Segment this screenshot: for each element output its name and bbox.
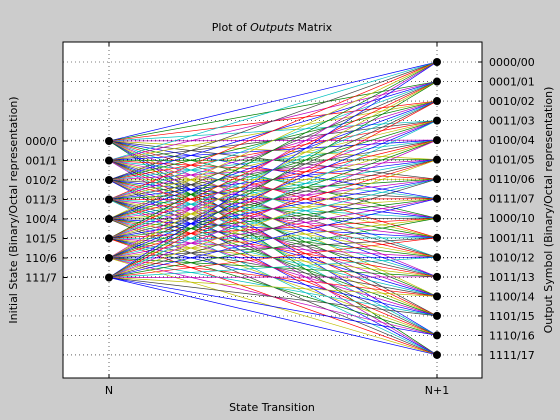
y-left-tick-label: 000/0 — [25, 135, 57, 148]
transition-line — [108, 100, 438, 278]
y-right-tick-label: 1111/17 — [489, 349, 535, 362]
transition-line — [108, 61, 438, 278]
y-right-tick-label: 0101/05 — [489, 154, 535, 167]
output-symbol-marker — [433, 194, 441, 203]
initial-state-marker — [105, 273, 113, 282]
initial-state-marker — [105, 176, 113, 184]
transition-line — [108, 159, 438, 278]
output-symbol-marker — [433, 292, 441, 301]
output-symbol-marker — [433, 253, 441, 262]
transition-line — [108, 81, 438, 278]
transition-line — [108, 217, 438, 278]
transition-line — [108, 277, 438, 297]
y-right-tick-label: 0011/03 — [489, 115, 535, 128]
transition-line — [108, 61, 438, 239]
y-right-tick-label: 1101/15 — [489, 310, 535, 323]
y-right-tick-label: 0111/07 — [489, 193, 535, 206]
transition-line — [108, 237, 438, 278]
initial-state-marker — [105, 254, 113, 262]
output-symbol-marker — [433, 350, 441, 359]
output-symbol-marker — [433, 331, 441, 340]
transition-line — [108, 61, 438, 142]
transition-line — [108, 139, 438, 278]
x-tick-label: N — [105, 384, 113, 397]
transition-line — [108, 61, 438, 220]
transition-line — [108, 277, 438, 336]
output-symbol-marker — [433, 233, 441, 242]
state-markers — [105, 58, 441, 359]
y-left-tick-label: 101/5 — [25, 233, 57, 246]
transition-line — [108, 277, 438, 317]
initial-state-marker — [105, 195, 113, 204]
y-right-tick-label: 0110/06 — [489, 173, 535, 186]
transition-line — [108, 61, 438, 259]
initial-state-marker — [105, 234, 113, 243]
initial-state-marker — [105, 137, 113, 145]
x-axis-label: State Transition — [229, 401, 315, 414]
y-right-tick-label: 0000/00 — [489, 56, 535, 69]
y-left-tick-label: 010/2 — [25, 174, 57, 187]
output-symbol-marker — [433, 136, 441, 145]
transition-line — [108, 61, 438, 181]
transition-line — [108, 198, 438, 278]
transition-line — [108, 277, 438, 356]
axis-ticks: N N+1 000/0 001/1 010/2 011/3 100/4 101/5 110/6 1… — [25, 42, 535, 397]
output-symbol-marker — [433, 272, 441, 281]
transition-line — [108, 120, 438, 278]
y-axis-left-label: Initial State (Binary/Octal representati… — [7, 96, 20, 323]
initial-state-marker — [105, 215, 113, 223]
transition-line — [108, 256, 438, 278]
transition-line — [108, 61, 438, 161]
y-right-tick-label: 0001/01 — [489, 76, 535, 89]
transition-line — [108, 178, 438, 278]
transition-line — [108, 276, 438, 278]
output-symbol-marker — [433, 311, 441, 320]
y-left-tick-label: 011/3 — [25, 194, 57, 207]
x-tick-label: N+1 — [425, 384, 449, 397]
y-left-tick-label: 110/6 — [25, 252, 57, 265]
y-right-tick-label: 1001/11 — [489, 232, 535, 245]
y-axis-right-label: Output Symbol (Binary/Octal representati… — [542, 87, 555, 334]
y-right-tick-label: 0010/02 — [489, 95, 535, 108]
output-symbol-marker — [433, 214, 441, 223]
initial-state-marker — [105, 156, 113, 165]
output-symbol-marker — [433, 58, 441, 66]
output-symbol-marker — [433, 77, 441, 86]
output-symbol-marker — [433, 97, 441, 106]
y-right-tick-label: 0100/04 — [489, 134, 535, 147]
y-left-tick-label: 100/4 — [25, 213, 57, 226]
y-right-tick-label: 1000/10 — [489, 212, 535, 225]
transition-lines — [108, 61, 438, 356]
y-right-tick-label: 1011/13 — [489, 271, 535, 284]
output-symbol-marker — [433, 175, 441, 184]
output-symbol-marker — [433, 116, 441, 125]
y-right-tick-label: 1100/14 — [489, 290, 535, 303]
y-left-tick-label: 001/1 — [25, 155, 57, 168]
y-right-tick-label: 1110/16 — [489, 329, 535, 342]
y-right-tick-label: 1010/12 — [489, 251, 535, 264]
y-left-tick-label: 111/7 — [25, 272, 57, 285]
output-symbol-marker — [433, 155, 441, 164]
chart-title: Plot of Outputs Matrix — [212, 21, 333, 34]
transition-line — [108, 61, 438, 200]
